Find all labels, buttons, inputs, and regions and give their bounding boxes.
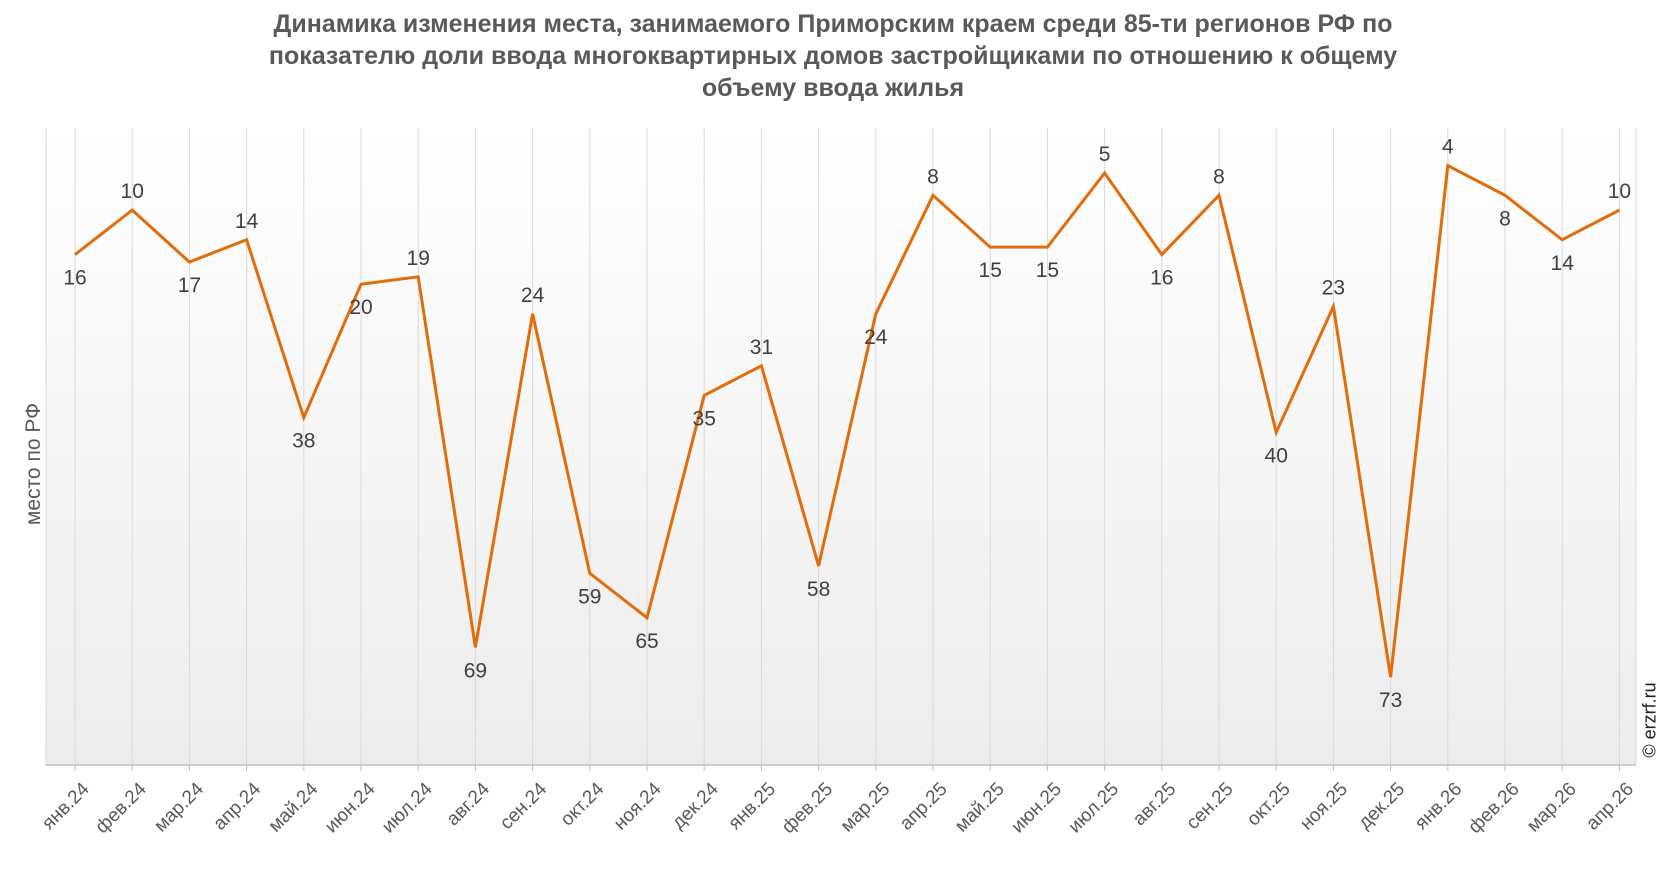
data-label: 15 <box>979 259 1002 282</box>
x-tick-label: авг.25 <box>1129 779 1180 830</box>
data-label: 8 <box>1213 165 1225 188</box>
series-line <box>74 163 1621 678</box>
x-tick-label: янв.24 <box>38 778 94 834</box>
data-label: 10 <box>121 180 144 203</box>
x-tick-label: ноя.24 <box>610 778 666 834</box>
data-label: 5 <box>1099 143 1111 166</box>
x-tick-label: фев.24 <box>92 778 151 837</box>
data-label: 59 <box>578 585 601 608</box>
x-tick-label: окт.25 <box>1243 779 1295 831</box>
data-label: 69 <box>464 659 487 682</box>
watermark: © erzrf.ru <box>1639 682 1660 758</box>
data-label: 14 <box>235 210 259 233</box>
data-label: 23 <box>1322 276 1345 299</box>
data-label: 20 <box>349 296 372 319</box>
data-label: 73 <box>1379 689 1402 712</box>
x-tick-label: май.24 <box>265 778 323 836</box>
data-label: 31 <box>750 336 773 359</box>
data-label: 16 <box>1150 267 1173 290</box>
data-label: 58 <box>807 578 830 601</box>
x-tick-label: апр.25 <box>896 779 952 835</box>
x-tick-label: дек.24 <box>668 778 723 833</box>
chart-title-line-1: Динамика изменения места, занимаемого Пр… <box>273 10 1393 38</box>
data-label: 19 <box>407 247 430 270</box>
x-tick-label: янв.26 <box>1411 779 1466 834</box>
x-tick-label: июл.24 <box>378 778 437 837</box>
x-tick-label: янв.25 <box>725 779 780 834</box>
x-tick-label: июл.25 <box>1065 779 1124 838</box>
data-label: 24 <box>521 284 545 307</box>
x-tick-label: ноя.25 <box>1296 779 1352 835</box>
x-tick-label: фев.26 <box>1464 779 1523 838</box>
plot-background <box>46 128 1636 765</box>
data-label: 4 <box>1442 136 1454 159</box>
x-tick-label: май.25 <box>951 779 1009 837</box>
x-tick-label: дек.25 <box>1354 779 1409 834</box>
data-label: 35 <box>693 407 716 430</box>
data-label: 16 <box>63 267 86 290</box>
x-tick-label: июн.24 <box>321 778 380 837</box>
x-tick-label: мар.24 <box>150 778 208 836</box>
chart-title-line-2: показателю доли ввода многоквартирных до… <box>268 42 1398 70</box>
x-tick-label: мар.26 <box>1523 779 1581 837</box>
data-label: 8 <box>1499 207 1511 230</box>
x-tick-label: апр.24 <box>209 778 265 834</box>
data-label: 24 <box>864 326 888 349</box>
x-tick-label: авг.24 <box>443 778 495 830</box>
chart-title-line-3: объему ввода жилья <box>701 74 965 102</box>
data-label: 14 <box>1551 252 1575 275</box>
y-axis-label: место по РФ <box>22 402 45 526</box>
data-label: 38 <box>292 430 315 453</box>
data-label: 8 <box>927 165 939 188</box>
chart-title: Динамика изменения места, занимаемого Пр… <box>0 8 1666 104</box>
data-label: 10 <box>1608 180 1631 203</box>
x-tick-label: июн.25 <box>1007 779 1066 838</box>
x-tick-label: фев.25 <box>778 779 837 838</box>
x-tick-label: апр.26 <box>1582 779 1638 835</box>
x-tick-label: сен.25 <box>1182 779 1237 834</box>
data-label: 65 <box>635 630 658 653</box>
data-label: 15 <box>1036 259 1059 282</box>
data-label: 17 <box>178 274 201 297</box>
x-tick-label: окт.24 <box>557 778 609 830</box>
data-label: 40 <box>1265 444 1288 467</box>
x-tick-label: мар.25 <box>837 779 895 837</box>
x-tick-label: сен.24 <box>496 778 551 833</box>
